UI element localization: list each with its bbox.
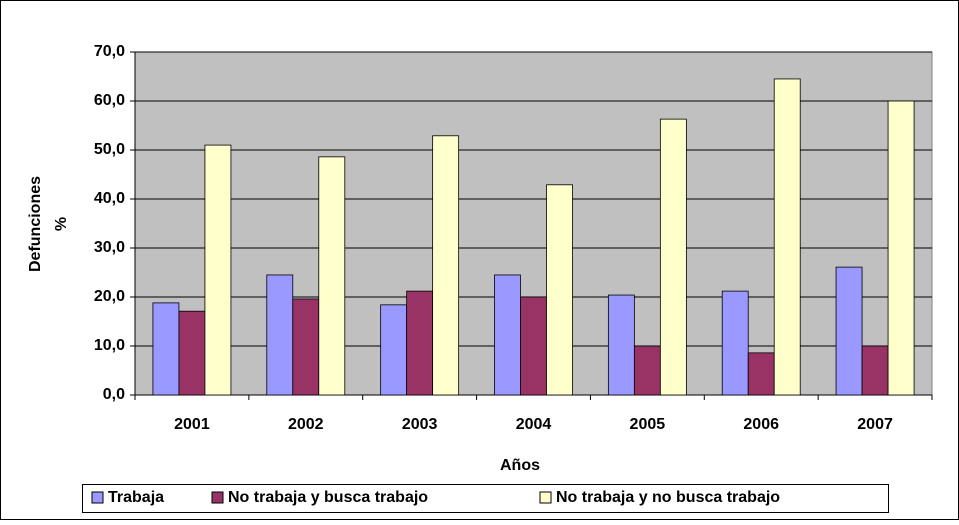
x-axis-label: Años [500, 457, 540, 474]
x-tick-label: 2005 [630, 416, 666, 433]
bar [773, 78, 801, 396]
y-tick-label: 70,0 [94, 43, 125, 60]
x-tick-label: 2001 [174, 416, 210, 433]
bar [380, 304, 408, 396]
legend-label: No trabaja y no busca trabajo [556, 489, 780, 506]
bar [861, 345, 889, 396]
bar [406, 290, 434, 396]
bar [432, 135, 460, 396]
x-tick-label: 2004 [516, 416, 552, 433]
bar [494, 274, 521, 396]
bar [292, 298, 320, 396]
bar [721, 290, 749, 396]
x-tick-label: 2006 [743, 416, 779, 433]
bar [747, 352, 775, 396]
x-tick-label: 2003 [402, 416, 438, 433]
y-tick-label: 20,0 [94, 288, 125, 305]
y-tick-label: 60,0 [94, 92, 125, 109]
bar [204, 144, 232, 396]
bar [887, 100, 915, 396]
legend-label: No trabaja y busca trabajo [228, 489, 428, 506]
legend-swatch [539, 491, 552, 504]
legend-swatch [211, 491, 224, 504]
bar [318, 156, 346, 396]
bar [633, 345, 661, 396]
bar [659, 118, 687, 396]
y-axis-label: Defunciones [27, 176, 44, 272]
legend-label: Trabaja [108, 489, 164, 506]
bar [178, 310, 206, 396]
legend-swatch [91, 491, 104, 504]
y-tick-label: 10,0 [94, 337, 125, 354]
y-tick-label: 0,0 [103, 386, 125, 403]
bar [835, 266, 863, 396]
x-tick-label: 2007 [857, 416, 893, 433]
y-tick-label: 30,0 [94, 239, 125, 256]
y-tick-label: 40,0 [94, 190, 125, 207]
bar [266, 274, 294, 396]
bar [520, 296, 547, 396]
bar [546, 184, 573, 396]
bar [607, 294, 635, 396]
y-axis-label: % [53, 217, 70, 231]
y-tick-label: 50,0 [94, 141, 125, 158]
x-tick-label: 2002 [288, 416, 324, 433]
bar [152, 302, 180, 396]
